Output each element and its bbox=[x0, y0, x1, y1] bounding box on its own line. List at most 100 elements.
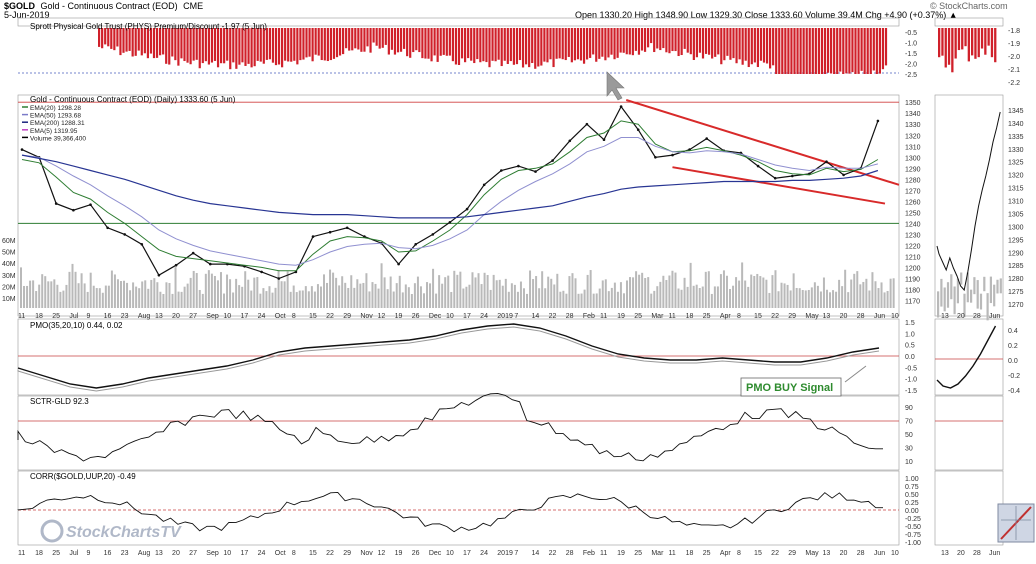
premium-bar bbox=[253, 28, 256, 67]
volume-bar bbox=[765, 279, 768, 308]
premium-bar bbox=[104, 28, 107, 45]
volume-bar bbox=[271, 292, 274, 308]
volume-bar bbox=[862, 281, 865, 308]
premium-bar bbox=[119, 28, 122, 56]
price-tick-label: 1220 bbox=[905, 243, 921, 250]
premium-bar bbox=[464, 28, 467, 63]
x-axis-label: Dec bbox=[429, 550, 442, 557]
pmo-line bbox=[17, 323, 880, 389]
volume-bar bbox=[813, 282, 816, 308]
volume-bar bbox=[41, 274, 44, 308]
volume-bar bbox=[638, 274, 641, 308]
panel-frame-right bbox=[934, 318, 1004, 396]
volume-bar bbox=[874, 281, 877, 308]
legend-entry: EMA(5) 1319.95 bbox=[30, 128, 78, 135]
series-line bbox=[21, 120, 879, 272]
price-point bbox=[500, 169, 503, 172]
premium-bar bbox=[290, 28, 293, 62]
volume-bar bbox=[26, 285, 29, 308]
x-axis-label-mid: 11 bbox=[668, 313, 675, 320]
premium-bar bbox=[576, 28, 580, 60]
premium-tick-label-right: -1.9 bbox=[1008, 41, 1020, 48]
volume-bar bbox=[283, 281, 286, 308]
volume-tick-label: 20M bbox=[2, 284, 16, 291]
premium-bar bbox=[320, 28, 323, 61]
volume-tick-label: 50M bbox=[2, 250, 16, 257]
volume-bar bbox=[171, 293, 174, 308]
volume-bar bbox=[635, 271, 638, 308]
price-point bbox=[174, 263, 178, 267]
x-axis-label: 8 bbox=[737, 550, 741, 557]
sctr-line bbox=[17, 392, 883, 462]
x-axis-label: 19 bbox=[617, 550, 625, 557]
x-axis-label-right-mid: 13 bbox=[941, 313, 949, 320]
legend-entry: EMA(200) 1288.31 bbox=[30, 120, 85, 127]
price-tick-label-right: 1290 bbox=[1008, 250, 1024, 257]
volume-bar bbox=[850, 279, 853, 308]
premium-bar-right bbox=[964, 28, 967, 47]
volume-bar bbox=[559, 291, 562, 308]
volume-bar bbox=[589, 270, 592, 308]
volume-bar bbox=[841, 286, 844, 308]
x-axis-label-mid: 22 bbox=[326, 313, 334, 320]
premium-bar bbox=[470, 28, 473, 61]
volume-bar bbox=[426, 282, 429, 308]
volume-bar bbox=[735, 277, 738, 308]
pmo-tick-label: 1.5 bbox=[905, 320, 915, 327]
volume-bar bbox=[292, 285, 295, 308]
premium-tick-label-right: -2.1 bbox=[1008, 67, 1020, 74]
volume-bar bbox=[141, 281, 144, 308]
premium-bar bbox=[171, 28, 174, 57]
price-point bbox=[636, 128, 640, 131]
premium-bar bbox=[647, 28, 650, 48]
x-axis-label: 29 bbox=[343, 550, 351, 557]
volume-bar bbox=[810, 287, 813, 308]
volume-bar bbox=[198, 289, 201, 308]
price-point bbox=[585, 122, 589, 126]
volume-bar bbox=[607, 291, 610, 308]
pmo-tick-label-right: -0.4 bbox=[1008, 388, 1020, 395]
volume-bar bbox=[516, 291, 519, 308]
scrub-handle-icon[interactable] bbox=[997, 503, 1035, 543]
panel-frame bbox=[17, 94, 900, 317]
price-point bbox=[157, 273, 161, 277]
premium-bar bbox=[759, 28, 763, 61]
volume-bar bbox=[35, 291, 38, 308]
premium-bar bbox=[238, 28, 241, 65]
premium-bar bbox=[342, 28, 345, 55]
premium-bar bbox=[558, 28, 561, 59]
premium-bar bbox=[564, 28, 567, 61]
x-axis-label: 22 bbox=[326, 550, 334, 557]
premium-bar bbox=[570, 28, 573, 63]
x-axis-label: 2019 bbox=[497, 550, 513, 557]
x-axis-label-mid: 28 bbox=[566, 313, 574, 320]
premium-bar bbox=[363, 28, 366, 52]
volume-bar bbox=[116, 279, 119, 308]
series-line bbox=[21, 137, 879, 266]
premium-bar bbox=[375, 28, 378, 46]
volume-bar bbox=[513, 284, 516, 308]
premium-bar bbox=[448, 28, 451, 56]
volume-bar bbox=[295, 292, 298, 308]
premium-bar-right bbox=[947, 28, 951, 65]
volume-bar bbox=[86, 291, 89, 308]
premium-bar-right bbox=[954, 28, 957, 59]
premium-bar bbox=[506, 28, 509, 64]
volume-bar bbox=[453, 270, 456, 308]
volume-bar bbox=[647, 277, 650, 308]
x-axis-label: 26 bbox=[412, 550, 420, 557]
volume-bar bbox=[62, 290, 65, 308]
price-line-right bbox=[936, 111, 1001, 292]
premium-bar-right bbox=[994, 28, 997, 63]
premium-bar bbox=[180, 28, 183, 59]
volume-bar bbox=[762, 277, 765, 308]
volume-bar bbox=[829, 292, 832, 308]
premium-bar bbox=[433, 28, 436, 56]
volume-bar bbox=[20, 267, 22, 308]
x-axis-label-mid: Oct bbox=[275, 313, 286, 320]
price-point bbox=[791, 174, 794, 178]
volume-bar bbox=[95, 288, 98, 308]
price-point bbox=[20, 148, 24, 151]
premium-bar bbox=[116, 28, 119, 47]
